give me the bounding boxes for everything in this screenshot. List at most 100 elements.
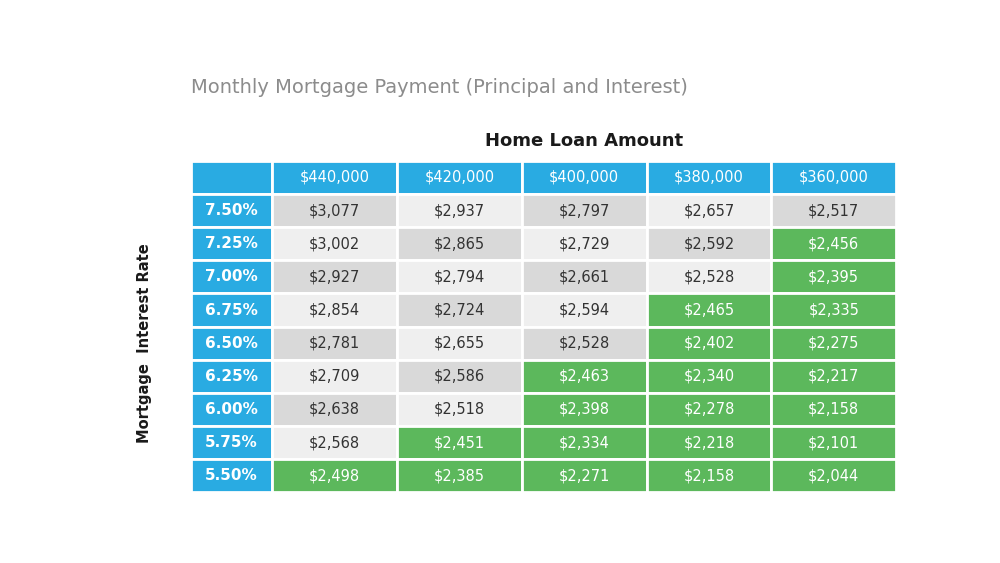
- FancyBboxPatch shape: [397, 360, 522, 393]
- FancyBboxPatch shape: [191, 293, 272, 327]
- FancyBboxPatch shape: [272, 459, 397, 493]
- Text: $2,217: $2,217: [808, 369, 859, 384]
- FancyBboxPatch shape: [397, 426, 522, 459]
- FancyBboxPatch shape: [397, 327, 522, 360]
- FancyBboxPatch shape: [397, 393, 522, 426]
- Text: $2,395: $2,395: [808, 269, 859, 284]
- Text: 5.50%: 5.50%: [205, 468, 258, 483]
- Text: $2,498: $2,498: [309, 468, 360, 483]
- Text: $2,385: $2,385: [434, 468, 485, 483]
- FancyBboxPatch shape: [522, 393, 647, 426]
- Text: 5.75%: 5.75%: [205, 435, 258, 450]
- FancyBboxPatch shape: [522, 293, 647, 327]
- Text: $2,594: $2,594: [559, 302, 610, 318]
- FancyBboxPatch shape: [771, 459, 896, 493]
- FancyBboxPatch shape: [272, 293, 397, 327]
- Text: $2,781: $2,781: [309, 336, 360, 351]
- FancyBboxPatch shape: [522, 360, 647, 393]
- FancyBboxPatch shape: [522, 327, 647, 360]
- FancyBboxPatch shape: [397, 459, 522, 493]
- FancyBboxPatch shape: [771, 194, 896, 227]
- Text: Home Loan Amount: Home Loan Amount: [485, 132, 683, 150]
- Text: $2,158: $2,158: [683, 468, 735, 483]
- Text: $3,077: $3,077: [309, 203, 360, 218]
- Text: $2,334: $2,334: [559, 435, 610, 450]
- FancyBboxPatch shape: [272, 327, 397, 360]
- FancyBboxPatch shape: [191, 227, 272, 260]
- Text: $2,724: $2,724: [434, 302, 485, 318]
- FancyBboxPatch shape: [272, 227, 397, 260]
- Text: 6.00%: 6.00%: [205, 402, 258, 417]
- FancyBboxPatch shape: [647, 194, 771, 227]
- FancyBboxPatch shape: [272, 393, 397, 426]
- FancyBboxPatch shape: [771, 227, 896, 260]
- Text: 7.50%: 7.50%: [205, 203, 258, 218]
- Text: $2,517: $2,517: [808, 203, 859, 218]
- FancyBboxPatch shape: [191, 393, 272, 426]
- FancyBboxPatch shape: [272, 260, 397, 293]
- Text: 6.50%: 6.50%: [205, 336, 258, 351]
- FancyBboxPatch shape: [647, 227, 771, 260]
- FancyBboxPatch shape: [397, 194, 522, 227]
- FancyBboxPatch shape: [397, 293, 522, 327]
- Text: $2,797: $2,797: [558, 203, 610, 218]
- Text: 6.75%: 6.75%: [205, 302, 258, 318]
- Text: $2,657: $2,657: [683, 203, 735, 218]
- Text: $3,002: $3,002: [309, 236, 360, 251]
- Text: $2,456: $2,456: [808, 236, 859, 251]
- Text: $2,398: $2,398: [559, 402, 610, 417]
- Text: $400,000: $400,000: [549, 170, 619, 185]
- Text: $440,000: $440,000: [300, 170, 370, 185]
- Text: $420,000: $420,000: [424, 170, 494, 185]
- Text: $2,568: $2,568: [309, 435, 360, 450]
- Text: Monthly Mortgage Payment (Principal and Interest): Monthly Mortgage Payment (Principal and …: [191, 78, 688, 97]
- Text: $2,158: $2,158: [808, 402, 859, 417]
- Text: 7.25%: 7.25%: [205, 236, 258, 251]
- Text: 6.25%: 6.25%: [205, 369, 258, 384]
- FancyBboxPatch shape: [191, 327, 272, 360]
- Text: $2,340: $2,340: [683, 369, 735, 384]
- FancyBboxPatch shape: [522, 260, 647, 293]
- FancyBboxPatch shape: [771, 393, 896, 426]
- FancyBboxPatch shape: [397, 161, 522, 194]
- FancyBboxPatch shape: [771, 260, 896, 293]
- FancyBboxPatch shape: [191, 459, 272, 493]
- FancyBboxPatch shape: [191, 161, 272, 194]
- FancyBboxPatch shape: [191, 194, 272, 227]
- Text: $2,518: $2,518: [434, 402, 485, 417]
- FancyBboxPatch shape: [397, 260, 522, 293]
- Text: $2,854: $2,854: [309, 302, 360, 318]
- Text: $2,465: $2,465: [683, 302, 735, 318]
- FancyBboxPatch shape: [522, 194, 647, 227]
- Text: $2,218: $2,218: [683, 435, 735, 450]
- FancyBboxPatch shape: [647, 161, 771, 194]
- Text: $380,000: $380,000: [674, 170, 744, 185]
- Text: $2,592: $2,592: [683, 236, 735, 251]
- Text: $2,271: $2,271: [558, 468, 610, 483]
- FancyBboxPatch shape: [647, 393, 771, 426]
- Text: $2,661: $2,661: [559, 269, 610, 284]
- FancyBboxPatch shape: [771, 426, 896, 459]
- Text: $2,044: $2,044: [808, 468, 859, 483]
- Text: $360,000: $360,000: [799, 170, 869, 185]
- FancyBboxPatch shape: [522, 426, 647, 459]
- FancyBboxPatch shape: [647, 459, 771, 493]
- Text: $2,335: $2,335: [808, 302, 859, 318]
- FancyBboxPatch shape: [191, 260, 272, 293]
- Text: $2,278: $2,278: [683, 402, 735, 417]
- FancyBboxPatch shape: [771, 360, 896, 393]
- FancyBboxPatch shape: [191, 360, 272, 393]
- FancyBboxPatch shape: [522, 161, 647, 194]
- FancyBboxPatch shape: [647, 260, 771, 293]
- Text: $2,794: $2,794: [434, 269, 485, 284]
- FancyBboxPatch shape: [771, 293, 896, 327]
- Text: $2,528: $2,528: [559, 336, 610, 351]
- Text: $2,275: $2,275: [808, 336, 859, 351]
- FancyBboxPatch shape: [272, 426, 397, 459]
- FancyBboxPatch shape: [272, 194, 397, 227]
- Text: $2,729: $2,729: [558, 236, 610, 251]
- Text: $2,937: $2,937: [434, 203, 485, 218]
- FancyBboxPatch shape: [771, 327, 896, 360]
- FancyBboxPatch shape: [647, 293, 771, 327]
- Text: 7.00%: 7.00%: [205, 269, 258, 284]
